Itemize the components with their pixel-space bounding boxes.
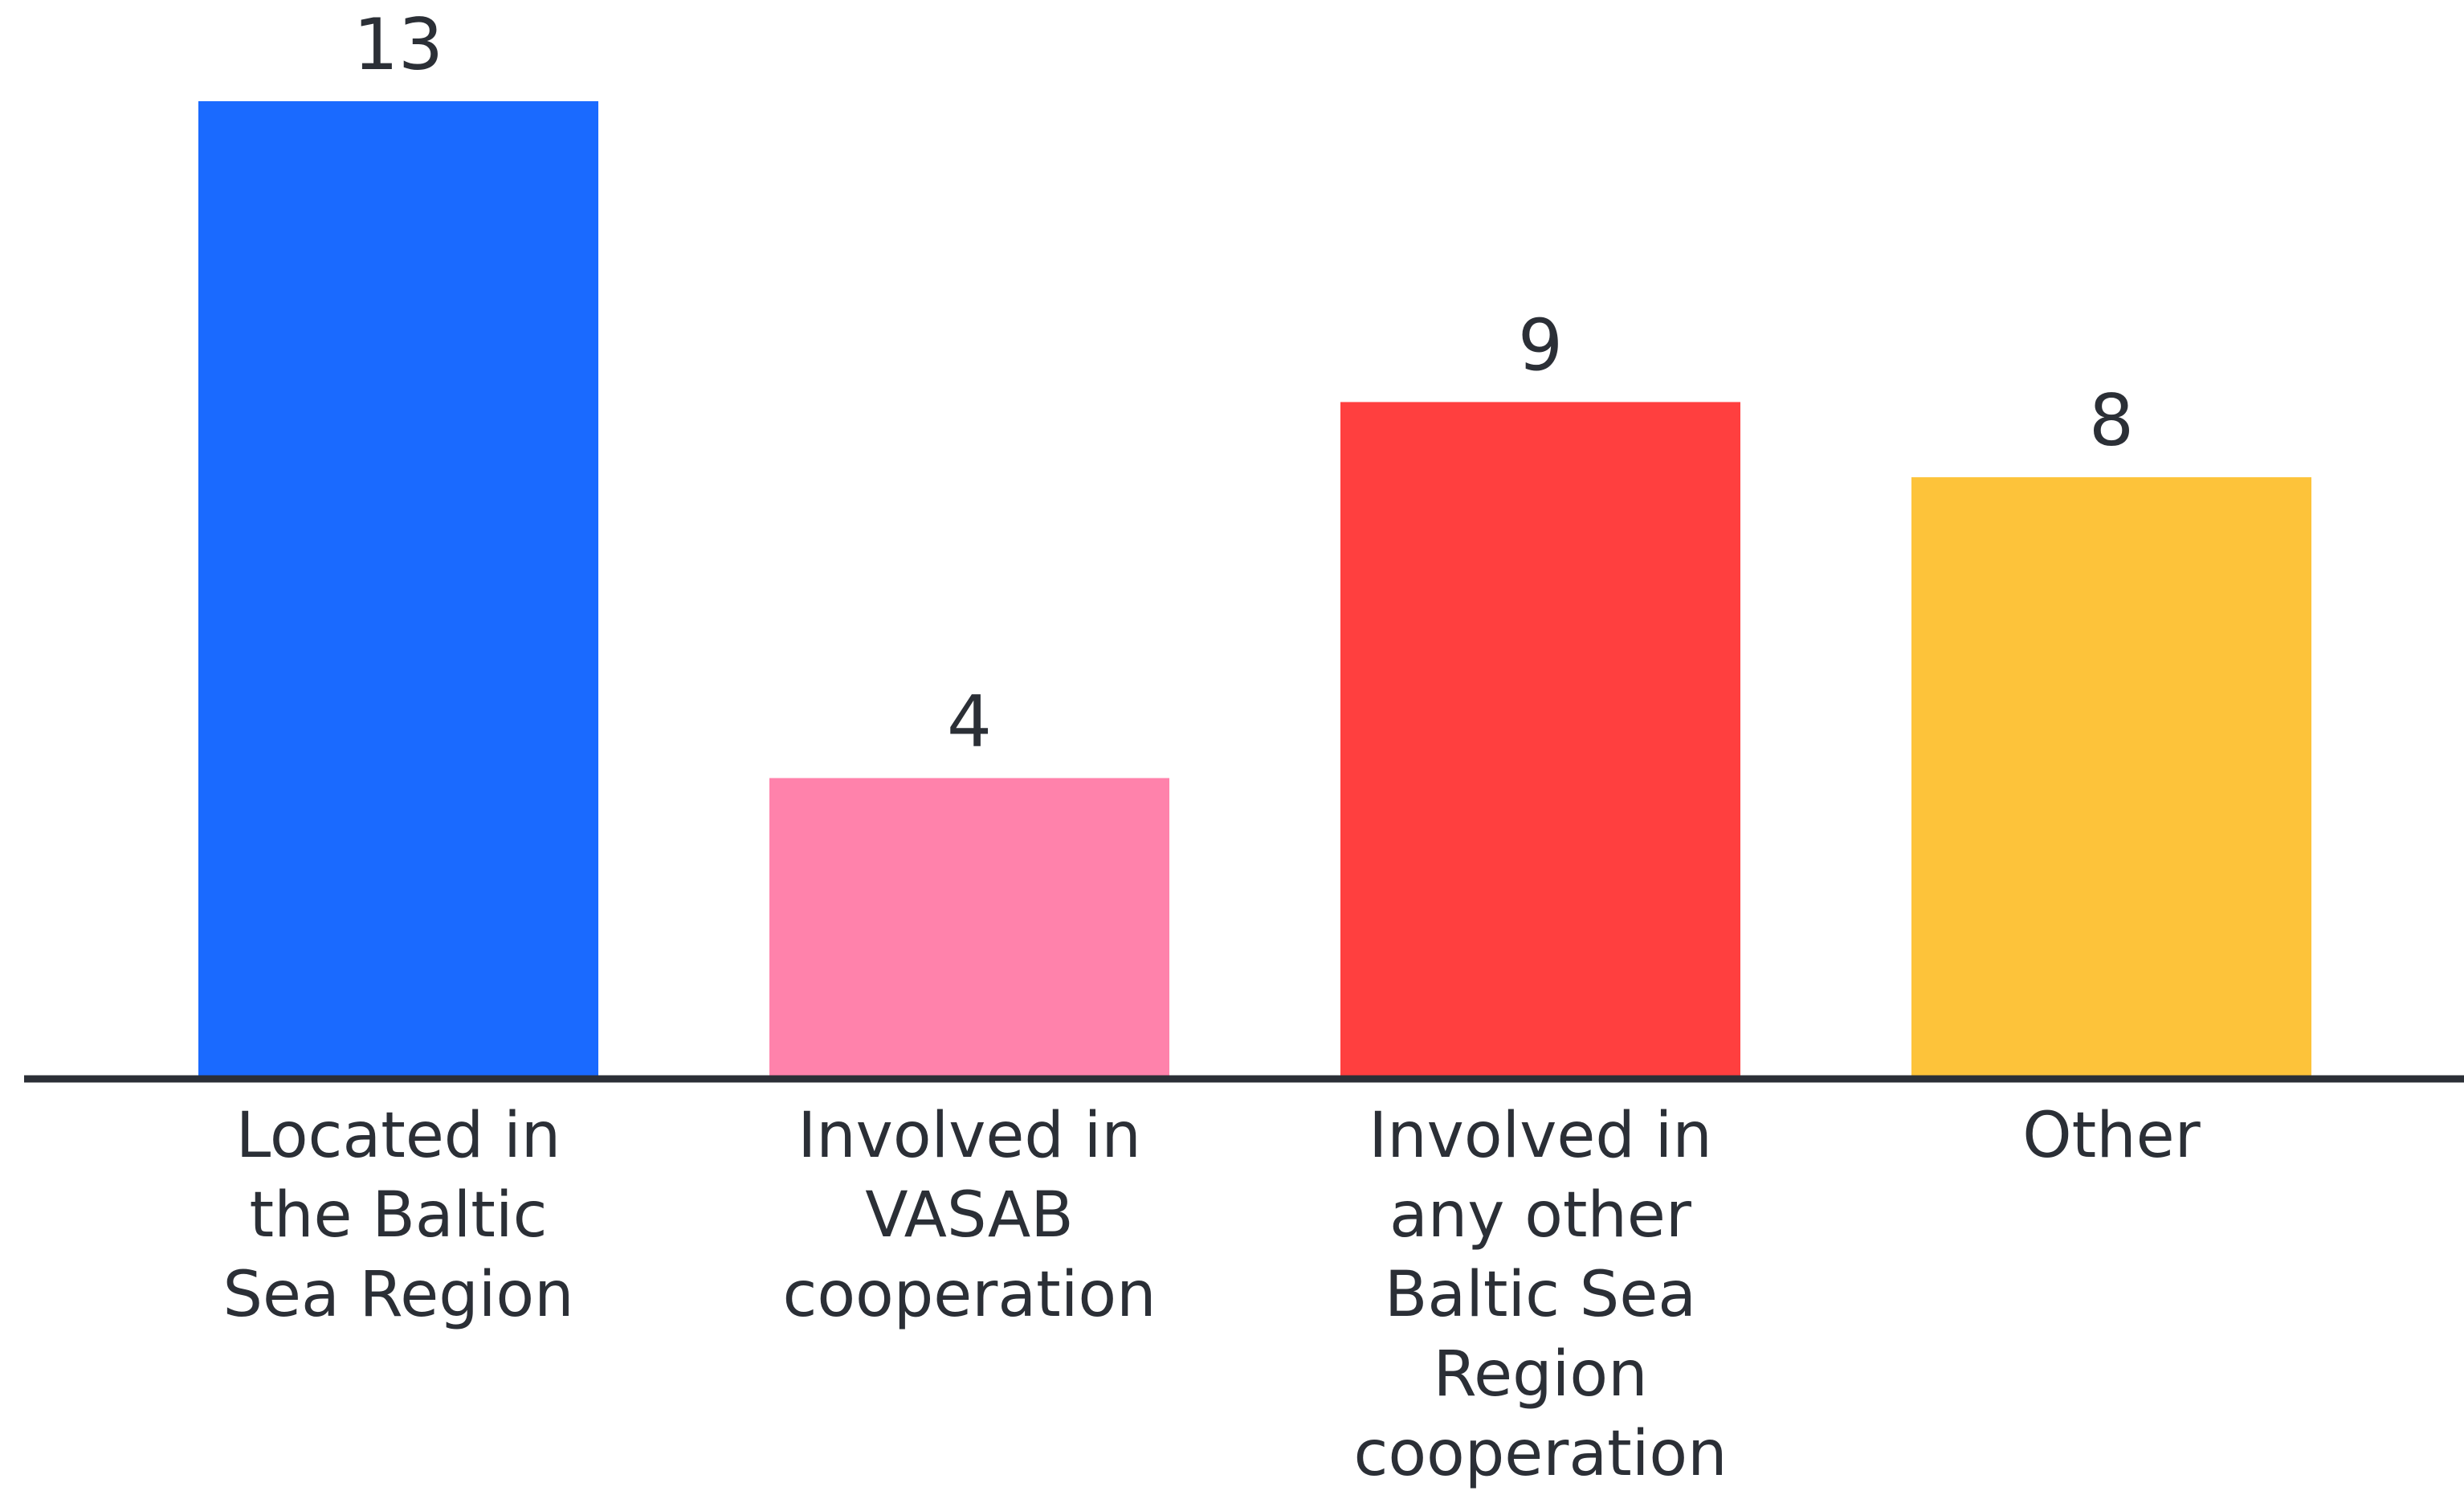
category-label-4: Other [2022,1100,2201,1172]
value-label-1: 13 [353,3,443,86]
bar-3 [1340,402,1740,1079]
value-labels-layer: 13 4 9 8 [353,3,2134,763]
category-label-line: Involved in [1369,1100,1712,1172]
category-label-line: Other [2022,1100,2201,1172]
category-label-2: Involved in VASAB cooperation [782,1100,1156,1331]
category-label-line: the Baltic [250,1179,548,1252]
category-label-1: Located in the Baltic Sea Region [222,1100,573,1331]
value-label-2: 4 [947,680,992,763]
category-label-line: cooperation [782,1259,1156,1331]
category-label-3: Involved in any other Baltic Sea Region coop… [1353,1100,1727,1490]
category-labels-layer: Located in the Baltic Sea Region Involved i… [222,1100,2201,1490]
category-label-line: Baltic Sea [1385,1259,1696,1331]
category-label-line: any other [1389,1179,1692,1252]
category-label-line: Sea Region [222,1259,573,1331]
category-label-line: cooperation [1353,1418,1727,1490]
bars-layer [198,101,2311,1079]
category-label-line: VASAB [865,1179,1074,1252]
bar-1 [198,101,598,1079]
category-label-line: Involved in [798,1100,1141,1172]
bar-4 [1911,477,2311,1079]
value-label-3: 9 [1518,304,1563,386]
bar-2 [769,778,1169,1079]
category-label-line: Region [1433,1338,1647,1411]
value-label-4: 8 [2089,379,2134,462]
category-label-line: Located in [236,1100,561,1172]
